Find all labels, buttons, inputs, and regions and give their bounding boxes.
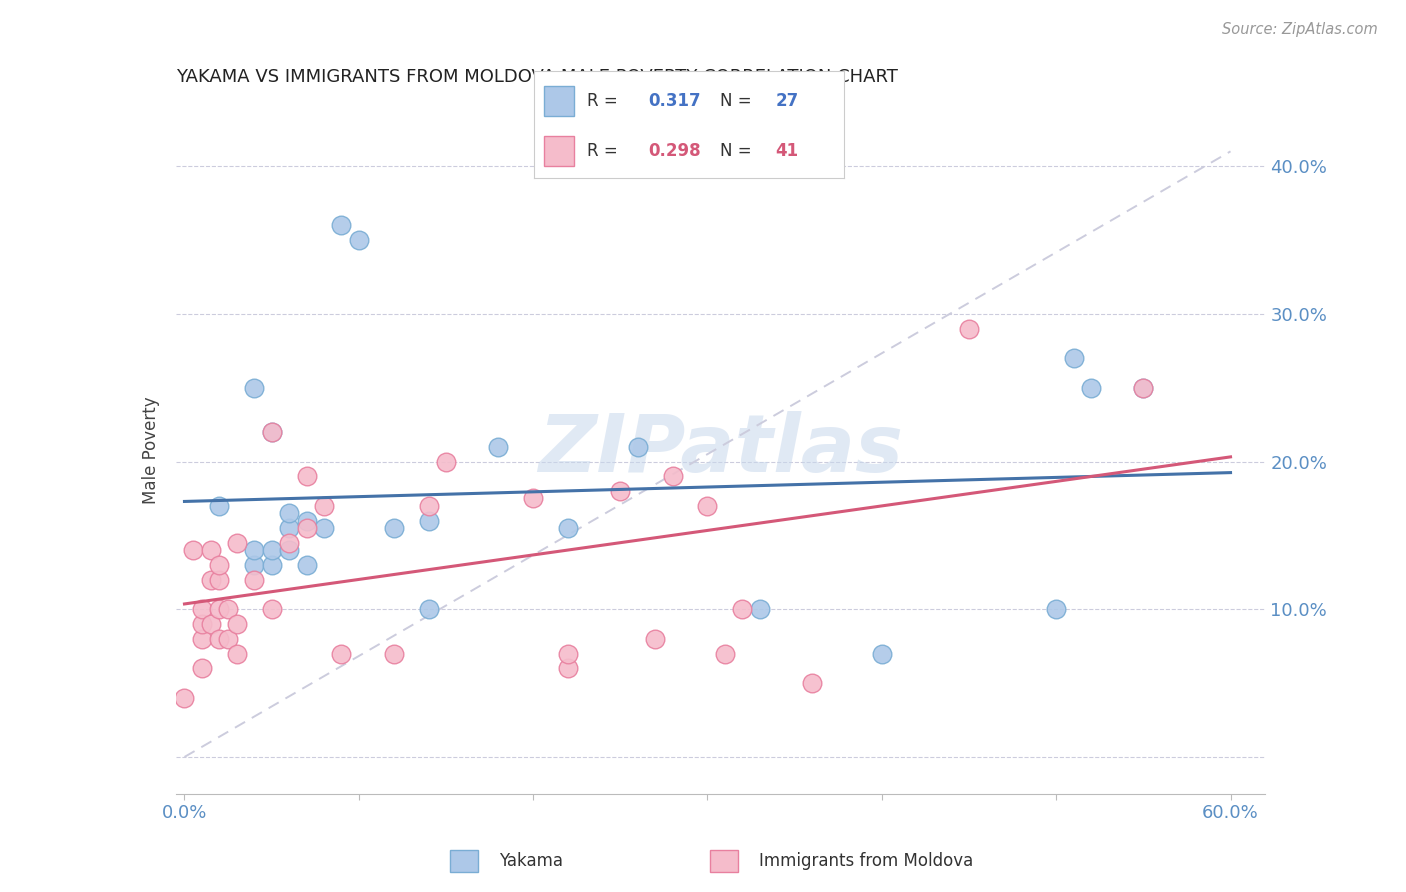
Text: 41: 41 <box>776 142 799 160</box>
Text: ZIPatlas: ZIPatlas <box>538 411 903 490</box>
Point <box>957 321 980 335</box>
Point <box>173 690 195 705</box>
Point <box>312 499 335 513</box>
Point <box>347 233 370 247</box>
Point <box>295 514 318 528</box>
Point <box>522 491 544 506</box>
Point <box>801 676 824 690</box>
Point <box>260 543 283 558</box>
Point <box>208 558 231 572</box>
Point <box>243 381 266 395</box>
Point <box>295 558 318 572</box>
Point <box>200 617 222 632</box>
Point <box>330 218 353 232</box>
Point <box>278 535 301 549</box>
Bar <box>544 136 575 166</box>
Point <box>200 543 222 558</box>
Point <box>225 535 247 549</box>
Point <box>382 647 405 661</box>
Point <box>217 632 239 646</box>
Point <box>486 440 509 454</box>
Point <box>260 602 283 616</box>
Point <box>418 602 440 616</box>
Point <box>418 514 440 528</box>
Point <box>243 558 266 572</box>
Point <box>208 499 231 513</box>
Point <box>661 469 683 483</box>
Point <box>260 425 283 439</box>
Point <box>181 543 204 558</box>
Point <box>1132 381 1154 395</box>
Point <box>1045 602 1067 616</box>
Point <box>627 440 650 454</box>
Point <box>278 521 301 535</box>
Point <box>260 425 283 439</box>
Point <box>278 506 301 520</box>
Point <box>714 647 737 661</box>
Point <box>696 499 718 513</box>
Point <box>1080 381 1102 395</box>
Point <box>191 602 214 616</box>
Point <box>200 573 222 587</box>
Point <box>557 661 579 675</box>
Point <box>609 484 631 499</box>
Point <box>243 543 266 558</box>
Point <box>225 647 247 661</box>
Text: 0.298: 0.298 <box>648 142 702 160</box>
Text: 27: 27 <box>776 93 799 111</box>
Text: R =: R = <box>586 142 623 160</box>
Point <box>191 617 214 632</box>
Point <box>557 647 579 661</box>
Point <box>557 521 579 535</box>
Text: 0.317: 0.317 <box>648 93 702 111</box>
Point <box>217 602 239 616</box>
Y-axis label: Male Poverty: Male Poverty <box>142 397 160 504</box>
Point <box>208 632 231 646</box>
Text: Yakama: Yakama <box>499 852 564 870</box>
Point <box>312 521 335 535</box>
Text: N =: N = <box>720 142 756 160</box>
Point <box>208 573 231 587</box>
Bar <box>544 87 575 116</box>
Point <box>1132 381 1154 395</box>
Point <box>243 573 266 587</box>
Point <box>191 632 214 646</box>
Text: Source: ZipAtlas.com: Source: ZipAtlas.com <box>1222 22 1378 37</box>
Text: YAKAMA VS IMMIGRANTS FROM MOLDOVA MALE POVERTY CORRELATION CHART: YAKAMA VS IMMIGRANTS FROM MOLDOVA MALE P… <box>176 68 897 86</box>
Point <box>295 469 318 483</box>
Point <box>418 499 440 513</box>
Point <box>382 521 405 535</box>
Point <box>191 661 214 675</box>
Text: R =: R = <box>586 93 623 111</box>
Point <box>208 602 231 616</box>
Point <box>260 558 283 572</box>
Point <box>295 521 318 535</box>
Point <box>330 647 353 661</box>
Point <box>644 632 666 646</box>
Text: N =: N = <box>720 93 756 111</box>
Point <box>870 647 893 661</box>
Bar <box>710 849 738 872</box>
Point <box>278 543 301 558</box>
Point <box>225 617 247 632</box>
Text: Immigrants from Moldova: Immigrants from Moldova <box>759 852 973 870</box>
Point <box>1063 351 1085 366</box>
Bar <box>450 849 478 872</box>
Point <box>434 454 457 468</box>
Point <box>748 602 770 616</box>
Point <box>731 602 754 616</box>
